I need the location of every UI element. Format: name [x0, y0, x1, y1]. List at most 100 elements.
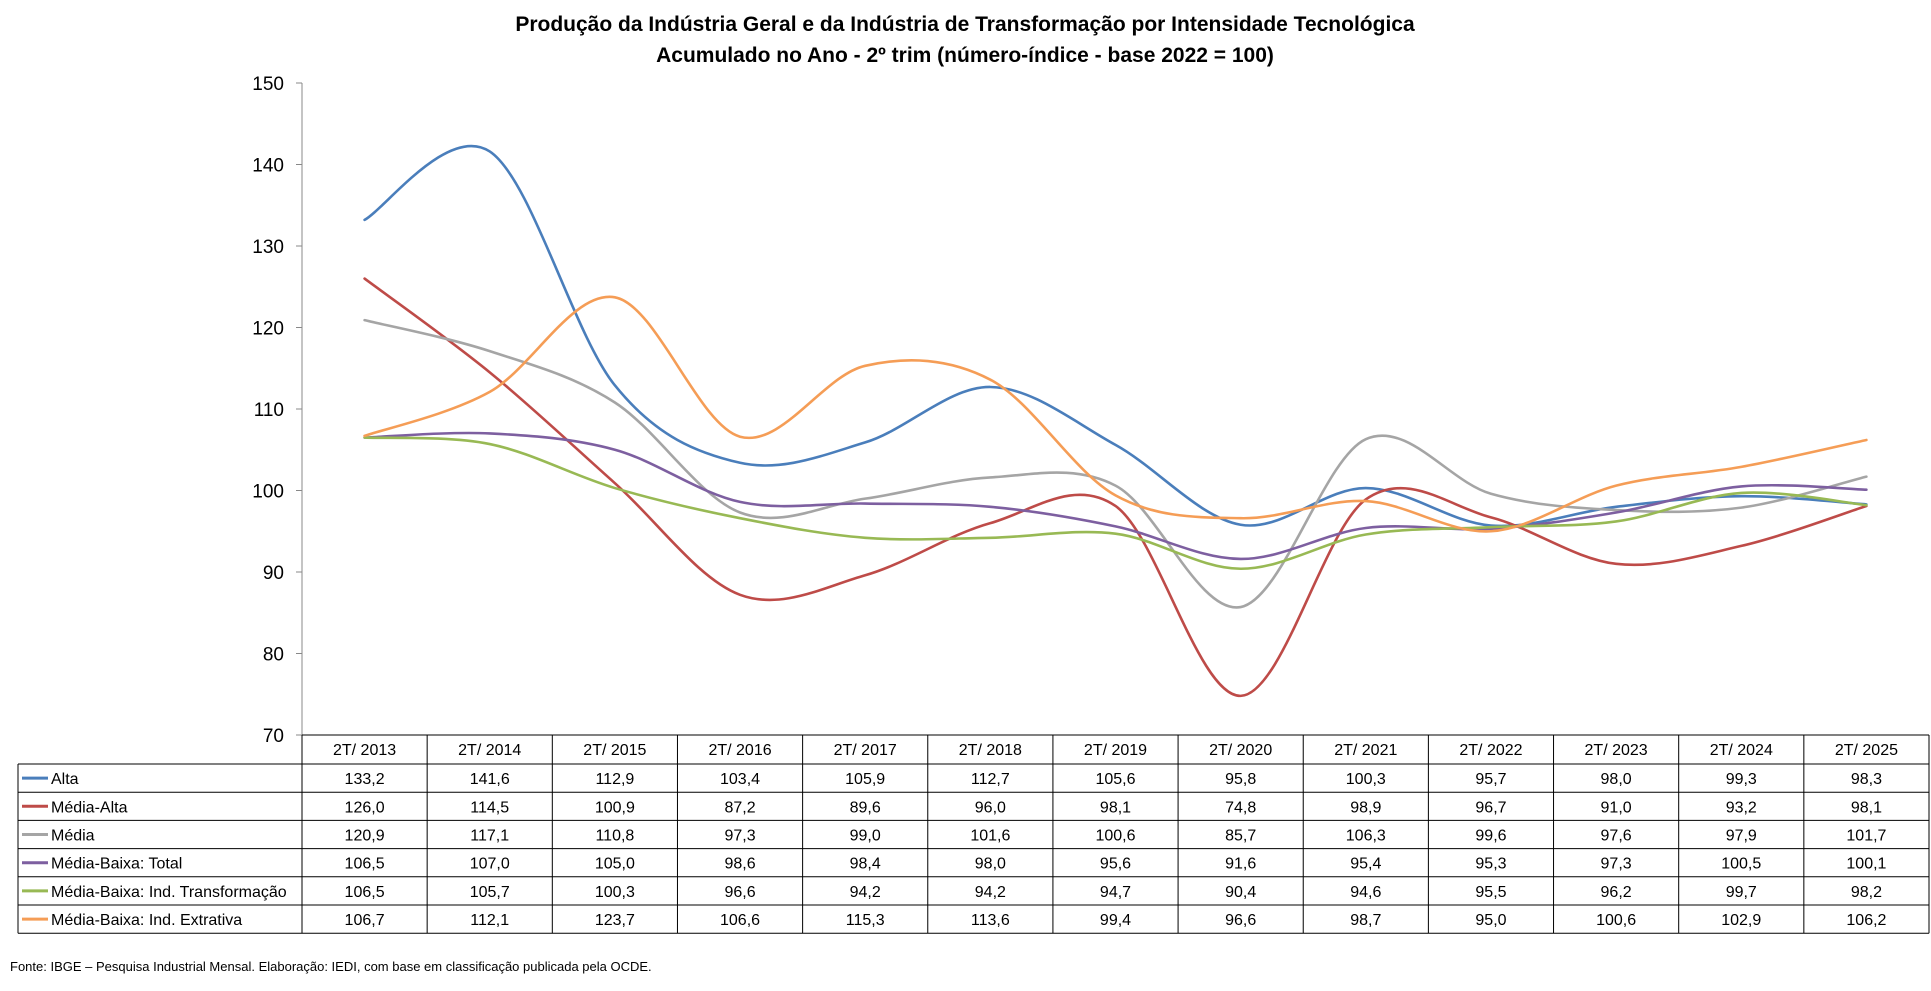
plot-area: [363, 144, 1868, 698]
source-note: Fonte: IBGE – Pesquisa Industrial Mensal…: [10, 959, 652, 974]
table-value: 96,7: [1475, 799, 1506, 816]
y-tick-label: 100: [252, 482, 284, 503]
table-value: 99,3: [1726, 771, 1757, 788]
x-category-label: 2T/ 2018: [959, 742, 1022, 759]
table-value: 99,7: [1726, 884, 1757, 901]
table-value: 100,6: [1095, 828, 1135, 845]
table-value: 100,9: [595, 799, 635, 816]
table-value: 93,2: [1726, 799, 1757, 816]
series-line-2: [363, 277, 1868, 698]
table-value: 95,6: [1100, 856, 1131, 873]
table-value: 91,6: [1225, 856, 1256, 873]
x-category-label: 2T/ 2019: [1084, 742, 1147, 759]
legend-label: Média-Alta: [51, 799, 128, 816]
chart-title: Produção da Indústria Geral e da Indústr…: [515, 13, 1415, 36]
table-value: 105,9: [845, 771, 885, 788]
x-category-label: 2T/ 2013: [333, 742, 396, 759]
table-value: 99,6: [1475, 828, 1506, 845]
table-value: 96,2: [1601, 884, 1632, 901]
table-value: 97,6: [1601, 828, 1632, 845]
table-value: 98,1: [1851, 799, 1882, 816]
table-value: 117,1: [470, 828, 509, 845]
table-value: 98,0: [975, 856, 1006, 873]
y-tick-label: 110: [254, 400, 284, 421]
table-value: 107,0: [470, 856, 510, 873]
x-category-label: 2T/ 2022: [1459, 742, 1522, 759]
table-value: 95,5: [1475, 884, 1506, 901]
table-value: 97,3: [724, 828, 755, 845]
table-value: 98,6: [724, 856, 755, 873]
legend-label: Média-Baixa: Ind. Extrativa: [51, 912, 242, 929]
table-value: 85,7: [1225, 828, 1256, 845]
table-value: 95,8: [1225, 771, 1256, 788]
series-line-6: [363, 295, 1868, 533]
x-category-label: 2T/ 2015: [583, 742, 646, 759]
table-value: 96,6: [1225, 912, 1256, 929]
table-value: 105,0: [595, 856, 635, 873]
table-value: 105,6: [1095, 771, 1135, 788]
series-line-1: [363, 144, 1868, 528]
table-value: 99,0: [850, 828, 881, 845]
table-value: 126,0: [345, 799, 385, 816]
legend-label: Alta: [51, 771, 79, 788]
table-value: 102,9: [1721, 912, 1761, 929]
table-value: 99,4: [1100, 912, 1131, 929]
x-category-label: 2T/ 2025: [1835, 742, 1898, 759]
table-value: 98,4: [850, 856, 881, 873]
table-value: 98,0: [1601, 771, 1632, 788]
table-value: 91,0: [1601, 799, 1632, 816]
x-category-label: 2T/ 2014: [458, 742, 521, 759]
table-value: 100,1: [1846, 856, 1886, 873]
table-value: 94,2: [850, 884, 881, 901]
chart-subtitle: Acumulado no Ano - 2º trim (número-índic…: [656, 44, 1274, 67]
x-category-label: 2T/ 2020: [1209, 742, 1272, 759]
table-value: 120,9: [345, 828, 385, 845]
table-value: 89,6: [850, 799, 881, 816]
legend-label: Média-Baixa: Total: [51, 856, 182, 873]
y-tick-label: 150: [252, 74, 284, 95]
table-value: 106,6: [720, 912, 760, 929]
table-value: 98,7: [1350, 912, 1381, 929]
y-tick-label: 120: [252, 319, 284, 340]
table-value: 106,2: [1846, 912, 1886, 929]
table-value: 141,6: [470, 771, 510, 788]
table-value: 98,9: [1350, 799, 1381, 816]
table-value: 105,7: [470, 884, 510, 901]
table-value: 106,7: [345, 912, 385, 929]
table-value: 113,6: [971, 912, 1010, 929]
table-value: 101,6: [970, 828, 1010, 845]
table-value: 90,4: [1225, 884, 1256, 901]
x-category-label: 2T/ 2024: [1710, 742, 1773, 759]
table-value: 100,6: [1596, 912, 1636, 929]
legend-label: Média-Baixa: Ind. Transformação: [51, 884, 287, 901]
table-value: 96,6: [724, 884, 755, 901]
series-line-3: [363, 318, 1868, 609]
table-value: 98,2: [1851, 884, 1882, 901]
table-value: 101,7: [1846, 828, 1886, 845]
y-tick-label: 90: [263, 563, 284, 584]
table-value: 98,3: [1851, 771, 1882, 788]
y-tick-label: 70: [263, 726, 284, 747]
table-value: 106,3: [1346, 828, 1386, 845]
table-value: 95,7: [1475, 771, 1506, 788]
table-value: 112,7: [971, 771, 1010, 788]
table-value: 94,7: [1100, 884, 1131, 901]
x-category-label: 2T/ 2021: [1334, 742, 1397, 759]
table-value: 106,5: [345, 884, 385, 901]
table-value: 98,1: [1100, 799, 1131, 816]
table-value: 123,7: [595, 912, 635, 929]
table-value: 103,4: [720, 771, 760, 788]
table-value: 100,5: [1721, 856, 1761, 873]
series-line-5: [363, 436, 1868, 571]
table-value: 112,9: [595, 771, 634, 788]
table-value: 115,3: [846, 912, 885, 929]
y-tick-label: 130: [252, 237, 284, 258]
table-value: 97,3: [1601, 856, 1632, 873]
table-value: 96,0: [975, 799, 1006, 816]
table-value: 95,3: [1475, 856, 1506, 873]
table-value: 110,8: [595, 828, 634, 845]
table-value: 112,1: [470, 912, 509, 929]
table-value: 94,6: [1350, 884, 1381, 901]
table-value: 133,2: [345, 771, 385, 788]
